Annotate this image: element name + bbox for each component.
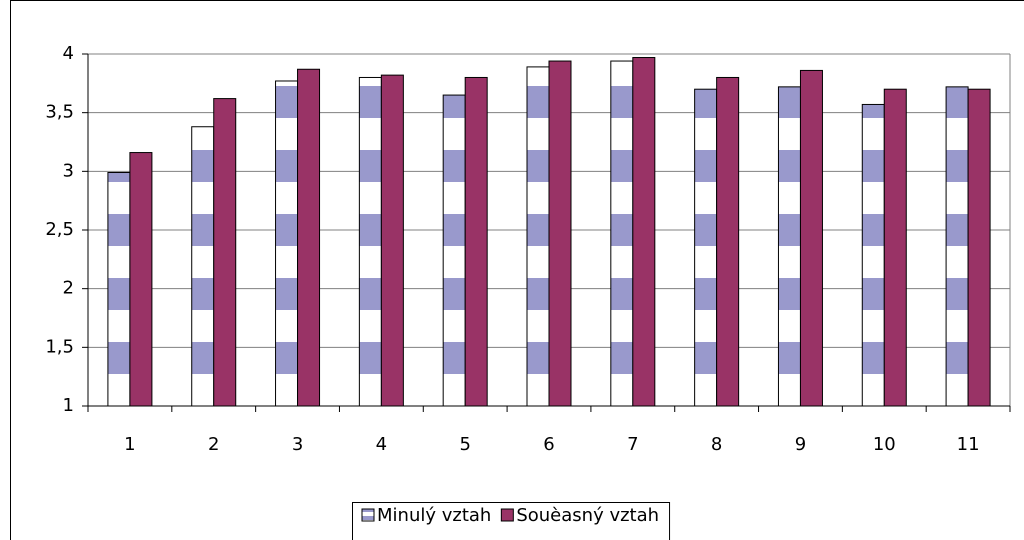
x-tick-label: 3 bbox=[292, 434, 303, 455]
legend: Minulý vztah Souèasný vztah bbox=[352, 502, 671, 540]
bar bbox=[191, 126, 215, 407]
x-tick-label: 10 bbox=[873, 434, 896, 455]
bar bbox=[777, 86, 801, 407]
bar bbox=[548, 60, 572, 407]
bar bbox=[442, 94, 466, 407]
x-tick-label: 5 bbox=[459, 434, 470, 455]
x-tick-label: 9 bbox=[795, 434, 806, 455]
legend-swatch bbox=[361, 508, 375, 522]
bar bbox=[716, 76, 740, 407]
x-tick-label: 7 bbox=[627, 434, 638, 455]
y-tick-label: 2 bbox=[63, 278, 74, 299]
x-tick-label: 1 bbox=[124, 434, 135, 455]
bar bbox=[610, 60, 634, 407]
bar bbox=[129, 152, 153, 407]
x-tick-label: 4 bbox=[376, 434, 387, 455]
bar bbox=[464, 76, 488, 407]
y-tick-label: 3,5 bbox=[45, 102, 74, 123]
bar bbox=[275, 80, 299, 407]
bar bbox=[945, 86, 969, 407]
y-tick-label: 1,5 bbox=[45, 336, 74, 357]
bar bbox=[967, 88, 991, 407]
chart-frame bbox=[10, 0, 1024, 540]
bar bbox=[526, 66, 550, 407]
bar bbox=[883, 88, 907, 407]
legend-swatch bbox=[500, 508, 514, 522]
y-tick-label: 1 bbox=[63, 395, 74, 416]
y-tick-label: 2,5 bbox=[45, 219, 74, 240]
legend-label: Minulý vztah bbox=[377, 505, 491, 526]
y-tick-label: 3 bbox=[63, 160, 74, 181]
legend-label: Souèasný vztah bbox=[516, 505, 659, 526]
bar bbox=[297, 68, 321, 407]
x-tick-label: 2 bbox=[208, 434, 219, 455]
bar bbox=[358, 76, 382, 407]
bar bbox=[694, 88, 718, 407]
bar bbox=[861, 103, 885, 407]
x-tick-label: 6 bbox=[543, 434, 554, 455]
bar bbox=[632, 57, 656, 407]
y-tick-label: 4 bbox=[63, 43, 74, 64]
x-tick-label: 11 bbox=[957, 434, 980, 455]
x-tick-label: 8 bbox=[711, 434, 722, 455]
bar bbox=[380, 74, 404, 407]
bar bbox=[213, 98, 237, 407]
bar bbox=[799, 69, 823, 407]
bar bbox=[107, 172, 131, 407]
